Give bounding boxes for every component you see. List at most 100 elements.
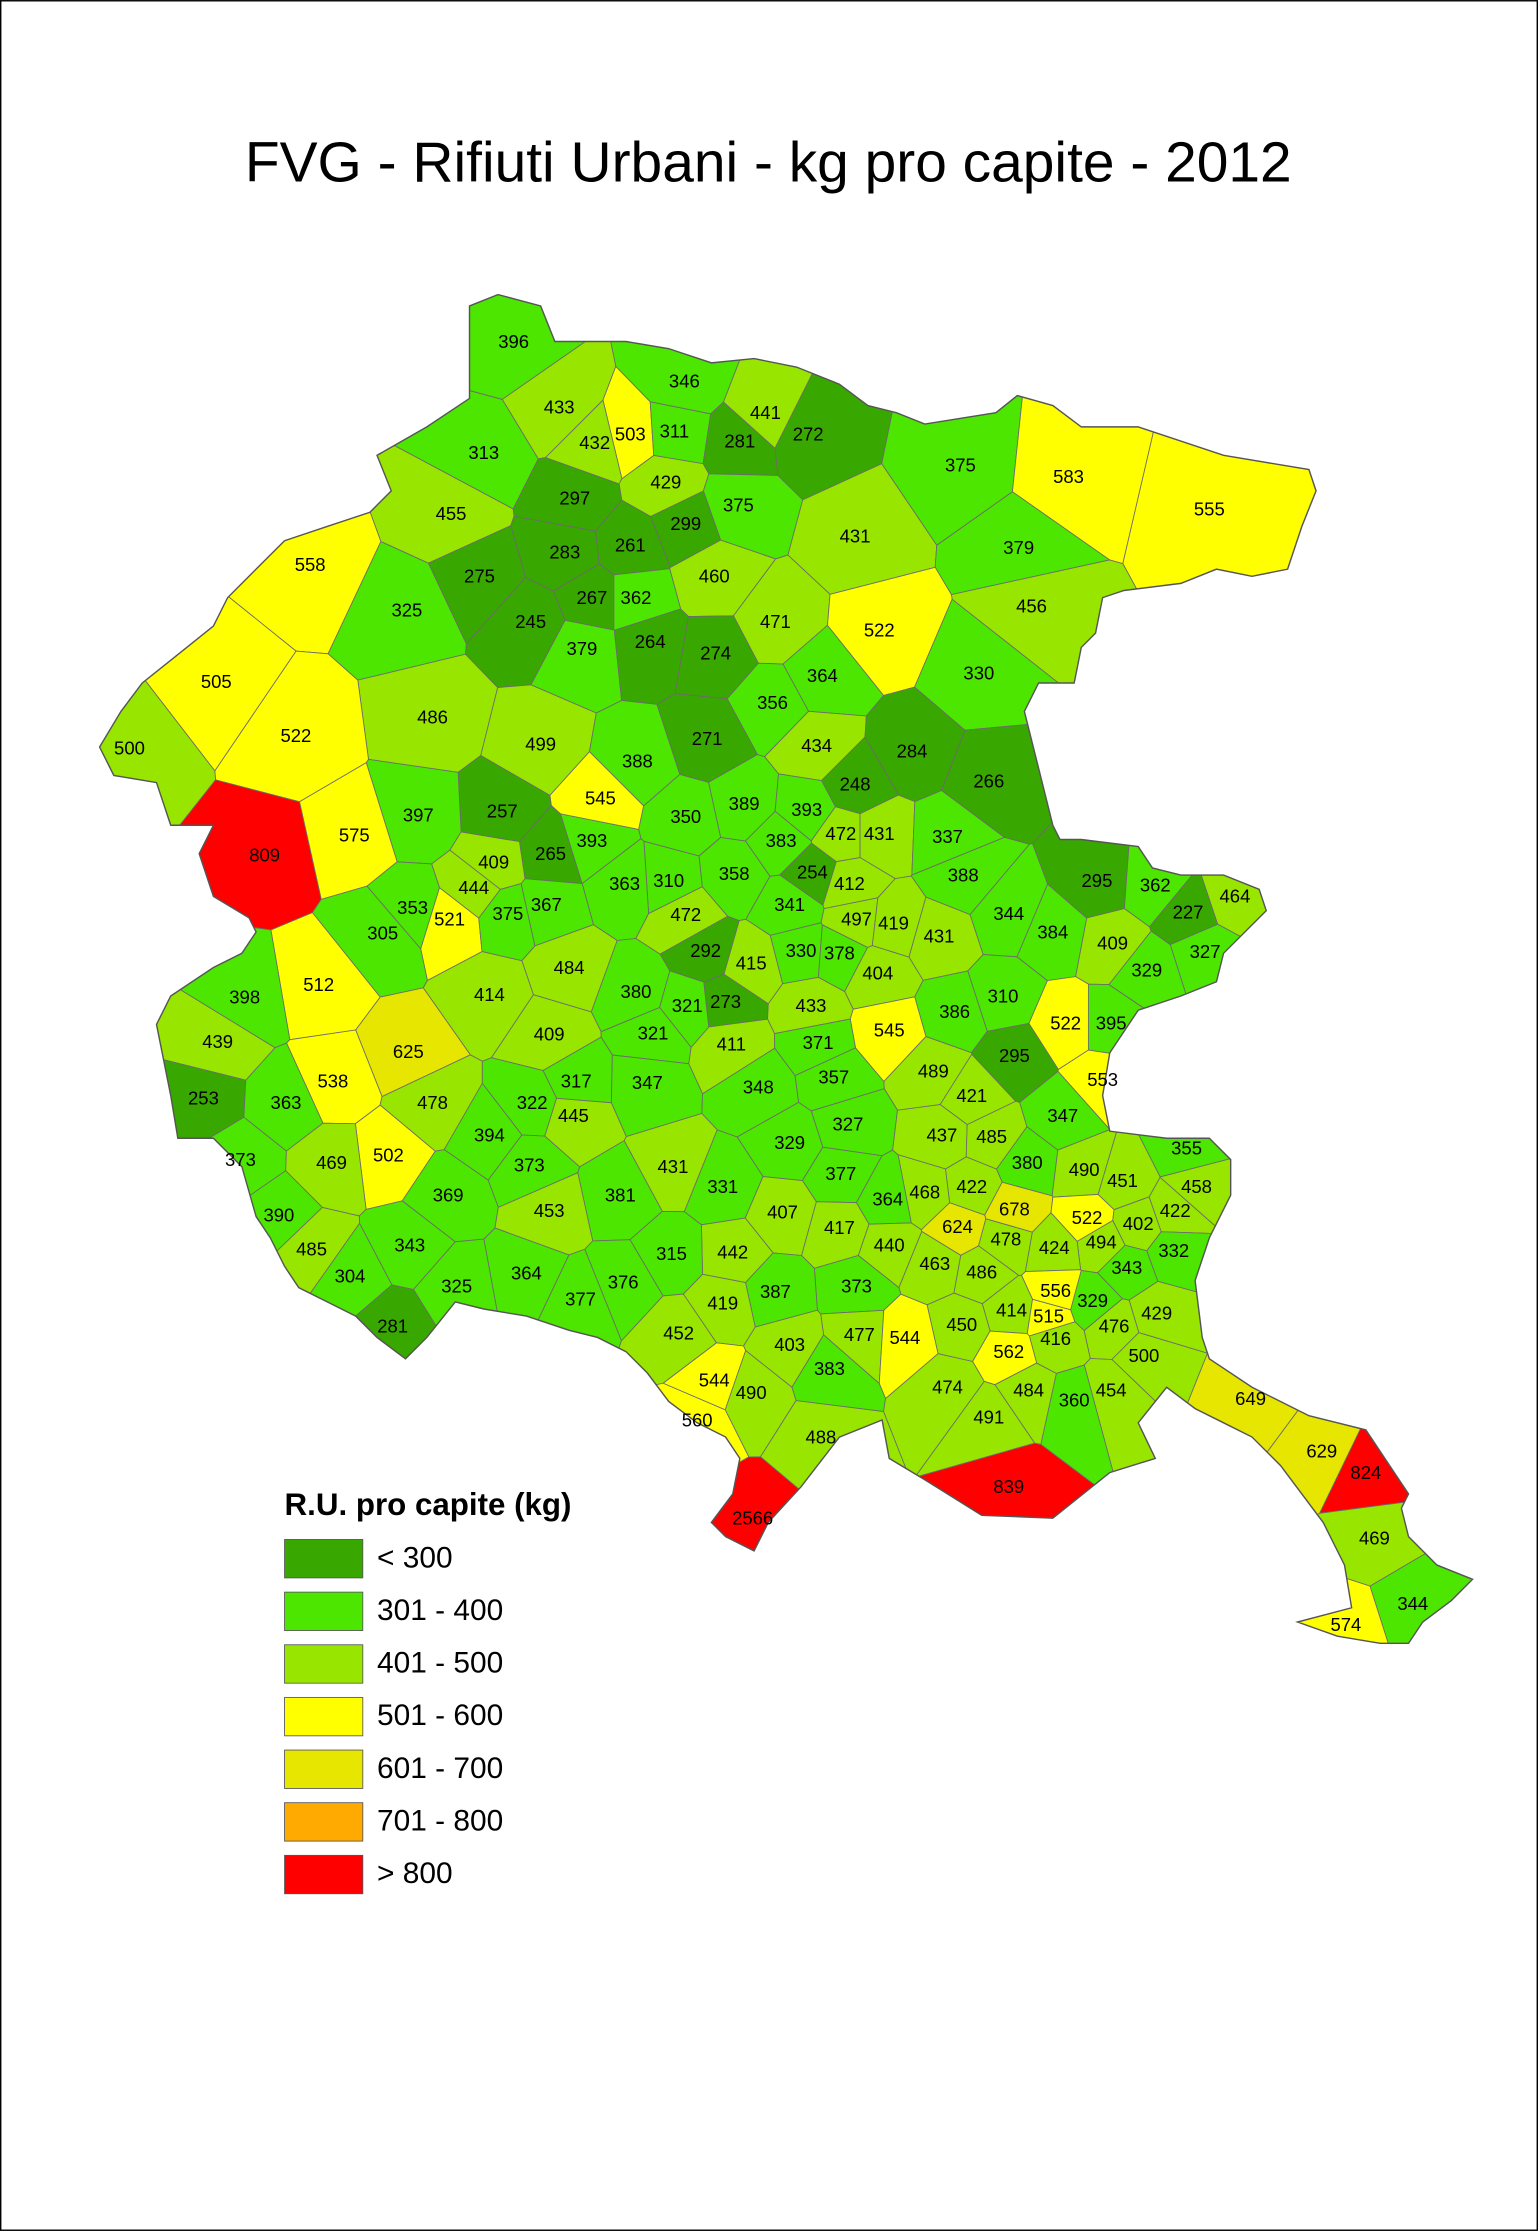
municipality-label: 373 xyxy=(225,1149,256,1170)
municipality-label: 463 xyxy=(919,1253,950,1274)
municipality-label: 522 xyxy=(281,725,312,746)
municipality-label: 363 xyxy=(271,1092,302,1113)
municipality-label: 412 xyxy=(834,873,865,894)
municipality-label: 456 xyxy=(1016,595,1047,616)
municipality-label: 375 xyxy=(945,455,976,476)
municipality-label: 544 xyxy=(889,1327,920,1348)
municipality-label: 555 xyxy=(1194,499,1225,520)
municipality-label: 304 xyxy=(335,1266,366,1287)
municipality-label: 267 xyxy=(576,587,607,608)
municipality-label: 329 xyxy=(774,1132,805,1153)
municipality-label: 499 xyxy=(525,733,556,754)
municipality-label: 284 xyxy=(897,741,928,762)
municipality-label: 431 xyxy=(840,526,871,547)
municipality-label: 305 xyxy=(367,923,398,944)
municipality-label: 455 xyxy=(436,503,467,524)
municipality-label: 407 xyxy=(767,1202,798,1223)
municipality-label: 317 xyxy=(561,1071,592,1092)
legend-label: 501 - 600 xyxy=(377,1699,503,1732)
municipality-label: 393 xyxy=(791,799,822,820)
municipality-label: 379 xyxy=(566,638,597,659)
municipality-label: 273 xyxy=(710,991,741,1012)
municipality-label: 809 xyxy=(249,844,280,865)
municipality-label: 472 xyxy=(670,904,701,925)
municipality-label: 458 xyxy=(1181,1176,1212,1197)
municipality-label: 494 xyxy=(1086,1231,1117,1252)
municipality-label: 431 xyxy=(864,823,895,844)
municipality-label: 424 xyxy=(1039,1237,1070,1258)
municipality-label: 253 xyxy=(188,1088,219,1109)
municipality-label: 411 xyxy=(717,1034,746,1055)
municipality-labels: 396 346 441 272 433 503 311 281 432 313 429 375 375 5… xyxy=(114,331,1428,1635)
legend-swatch xyxy=(284,1802,364,1842)
municipality-label: 404 xyxy=(862,963,893,984)
municipality-label: 261 xyxy=(615,534,646,555)
municipality-label: 330 xyxy=(786,940,817,961)
municipality-label: 227 xyxy=(1173,901,1204,922)
municipality-label: 274 xyxy=(700,642,731,663)
municipality-label: 544 xyxy=(699,1369,730,1390)
municipality-label: 431 xyxy=(658,1156,689,1177)
municipality-label: 489 xyxy=(918,1061,949,1082)
municipality-label: 491 xyxy=(973,1406,1004,1427)
municipality-label: 330 xyxy=(963,662,994,683)
municipality-label: 281 xyxy=(724,430,755,451)
municipality-label: 371 xyxy=(803,1032,834,1053)
legend: < 300 301 - 400 401 - 500 501 - 600 601 - 70… xyxy=(284,1539,503,1895)
municipality-label: 364 xyxy=(872,1189,903,1210)
municipality-label: 431 xyxy=(924,926,955,947)
municipality-label: 299 xyxy=(670,513,701,534)
municipality-label: 357 xyxy=(818,1066,849,1087)
municipality-label: 500 xyxy=(114,738,145,759)
municipality-label: 315 xyxy=(656,1243,687,1264)
municipality-label: 356 xyxy=(757,692,788,713)
legend-label: 401 - 500 xyxy=(377,1647,503,1680)
municipality-label: 469 xyxy=(1359,1527,1390,1548)
municipality-label: 264 xyxy=(635,631,666,652)
municipality-label: 452 xyxy=(663,1322,694,1343)
municipality-label: 444 xyxy=(458,877,489,898)
municipality-label: 292 xyxy=(690,940,721,961)
municipality-label: 332 xyxy=(1158,1240,1189,1261)
municipality-label: 468 xyxy=(909,1182,940,1203)
municipality-label: 505 xyxy=(201,671,232,692)
municipality-label: 553 xyxy=(1087,1069,1118,1090)
municipality-label: 502 xyxy=(373,1145,404,1166)
municipality-label: 364 xyxy=(807,665,838,686)
municipality-label: 474 xyxy=(932,1377,963,1398)
municipality-label: 384 xyxy=(1037,921,1068,942)
municipality-label: 379 xyxy=(1003,537,1034,558)
legend-swatch xyxy=(284,1854,364,1895)
municipality-label: 839 xyxy=(993,1476,1024,1497)
municipality-label: 416 xyxy=(1040,1328,1071,1349)
municipality-label: 512 xyxy=(303,974,334,995)
legend-title: R.U. pro capite (kg) xyxy=(285,1487,572,1522)
municipality-label: 414 xyxy=(996,1300,1027,1321)
municipality-label: 388 xyxy=(622,751,653,772)
municipality-label: 485 xyxy=(976,1126,1007,1147)
municipality-label: 355 xyxy=(1171,1138,1202,1159)
legend-label: 301 - 400 xyxy=(377,1594,503,1627)
municipality-label: 375 xyxy=(493,903,524,924)
municipality-label: 440 xyxy=(874,1234,905,1255)
municipality-label: 450 xyxy=(946,1314,977,1335)
municipality-label: 396 xyxy=(498,331,529,352)
municipality-label: 344 xyxy=(1397,1593,1428,1614)
municipality-label: 442 xyxy=(717,1241,748,1262)
municipality-label: 375 xyxy=(723,494,754,515)
municipality-label: 453 xyxy=(534,1200,565,1221)
municipality-label: 469 xyxy=(316,1152,347,1173)
municipality-label: 271 xyxy=(692,728,723,749)
municipality-label: 343 xyxy=(1111,1257,1142,1278)
municipality-label: 383 xyxy=(766,830,797,851)
municipality-label: 574 xyxy=(1331,1614,1362,1635)
municipality-label: 377 xyxy=(565,1288,596,1309)
municipality-label: 454 xyxy=(1096,1379,1127,1400)
municipality-label: 521 xyxy=(434,908,465,929)
municipality-label: 397 xyxy=(403,805,434,826)
municipality-label: 624 xyxy=(942,1216,973,1237)
legend-label: > 800 xyxy=(377,1857,453,1890)
municipality-label: 265 xyxy=(535,843,566,864)
municipality-label: 629 xyxy=(1306,1441,1337,1462)
